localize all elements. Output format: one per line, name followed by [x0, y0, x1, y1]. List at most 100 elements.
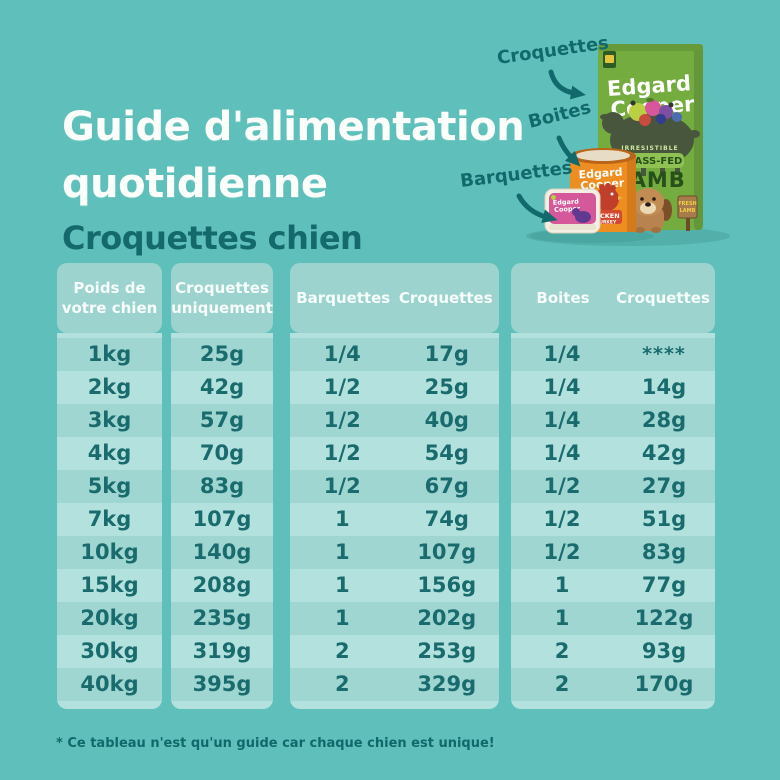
cans-portion-cell: 1/2 — [543, 474, 581, 498]
cans-portion-cell: 2 — [554, 639, 570, 663]
cans-kibble-cell: 28g — [641, 408, 687, 432]
label-boites: Boites — [526, 97, 593, 133]
cans-kibble-cell: 42g — [641, 441, 687, 465]
cans-row: 1/4 **** — [511, 338, 715, 371]
footnote: * Ce tableau n'est qu'un guide car chaqu… — [56, 736, 495, 751]
panel-weight-body: 1kg 2kg 3kg 4kg 5kg 7kg 10kg 15kg 20kg 3… — [57, 333, 162, 709]
kibble-row: 25g — [171, 338, 273, 371]
can-brand-line1: Edgard — [578, 165, 623, 181]
trays-kibble-cell: 25g — [424, 375, 469, 399]
dog-illustration — [624, 188, 672, 233]
food-tray: Edgard Cooper — [544, 188, 601, 234]
panel-cans-header: Boites Croquettes — [511, 263, 715, 333]
panel-kibble-only-header-label: Croquettes uniquement — [171, 278, 273, 319]
trays-kibble-cell: 202g — [417, 606, 477, 630]
trays-kibble-cell: 17g — [424, 342, 469, 366]
header-col-croquettes: Croquettes — [616, 288, 710, 307]
cans-row: 1/4 42g — [511, 437, 715, 470]
cans-portion-cell: 1/4 — [543, 441, 581, 465]
trays-kibble-cell: 67g — [424, 474, 469, 498]
kibble-row: 208g — [192, 573, 252, 597]
header-line: uniquement — [171, 299, 273, 317]
label-barquettes: Barquettes — [459, 157, 573, 192]
kibble-row: 140g — [171, 536, 273, 569]
panel-weight-header-label: Poids de votre chien — [62, 278, 158, 319]
trays-kibble-cell: 40g — [424, 408, 469, 432]
trays-portion-cell: 1/2 — [323, 375, 361, 399]
weight-row: 40kg — [57, 668, 162, 701]
trays-row: 1/2 67g — [290, 470, 499, 503]
tray-dog-illustration — [572, 208, 591, 223]
cans-kibble-cell: 83g — [641, 540, 687, 564]
trays-kibble-cell: 156g — [417, 573, 477, 597]
weight-row: 15kg — [80, 573, 139, 597]
kibble-row: 57g — [171, 404, 273, 437]
page-title: Guide d'alimentation quotidienne — [62, 99, 525, 213]
cans-row: 2 170g — [511, 668, 715, 701]
page-subtitle: Croquettes chien — [62, 218, 363, 257]
trays-row: 2 329g — [290, 668, 499, 701]
trays-portion-cell: 1 — [334, 540, 350, 564]
header-line: Poids de — [73, 278, 146, 297]
panel-cans: Boites Croquettes 1/4 **** 1/4 14g 1/4 28g … — [511, 263, 715, 709]
trays-row: 1 202g — [290, 602, 499, 635]
cans-portion-cell: 1/4 — [543, 342, 581, 366]
sign-line1-text: FRESH — [678, 201, 696, 207]
trays-portion-cell: 1/2 — [323, 474, 361, 498]
trays-kibble-cell: 74g — [424, 507, 469, 531]
variety-top-text: GRASS-FED — [619, 156, 683, 167]
panel-trays: Barquettes Croquettes 1/4 17g 1/2 25g 1/2 4… — [290, 263, 499, 709]
kibble-row: 107g — [192, 507, 252, 531]
kibble-row: 70g — [199, 441, 245, 465]
trays-portion-cell: 1 — [334, 573, 350, 597]
weight-row: 1kg — [57, 338, 162, 371]
kibble-row: 42g — [199, 375, 245, 399]
arrow-croquettes-icon — [548, 69, 586, 100]
trays-portion-cell: 1/2 — [323, 408, 361, 432]
adult-dogs-badge — [603, 51, 616, 68]
trays-kibble-cell: 329g — [417, 672, 477, 696]
trays-portion-cell: 1 — [334, 507, 350, 531]
panel-kibble-only-body: 25g 42g 57g 70g 83g 107g 140g 208g 235g … — [171, 333, 273, 709]
tray-brand-logo: Edgard Cooper — [553, 198, 582, 214]
trays-portion-cell: 1/2 — [323, 441, 361, 465]
cans-portion-cell: 1/2 — [543, 507, 581, 531]
trays-kibble-cell: 54g — [424, 441, 469, 465]
page-title-line2: quotidienne — [62, 160, 328, 207]
trays-kibble-cell: 253g — [417, 639, 477, 663]
weight-row: 30kg — [80, 639, 139, 663]
header-line: Croquettes — [175, 278, 269, 297]
trays-row: 1/2 40g — [290, 404, 499, 437]
cans-row: 1 77g — [511, 569, 715, 602]
cans-kibble-cell: 14g — [641, 375, 687, 399]
trays-row: 2 253g — [290, 635, 499, 668]
kibble-bag: Edgard Cooper IRRESISTIBLE — [598, 44, 703, 233]
sign-line2-text: LAMB — [680, 208, 696, 214]
weight-row: 7kg — [87, 507, 132, 531]
trays-portion-cell: 2 — [334, 639, 350, 663]
header-col-barquettes: Barquettes — [296, 288, 391, 307]
cans-portion-cell: 1 — [554, 573, 570, 597]
cans-row: 1/2 27g — [511, 470, 715, 503]
can-flavor-line2: & TURKEY — [591, 220, 617, 226]
cans-kibble-cell: 77g — [641, 573, 687, 597]
trays-portion-cell: 1/4 — [323, 342, 361, 366]
trays-row: 1 74g — [290, 503, 499, 536]
cans-kibble-cell: 27g — [641, 474, 687, 498]
page-title-line1: Guide d'alimentation — [62, 103, 525, 150]
trays-portion-cell: 1 — [334, 606, 350, 630]
product-promo-scene: Edgard Cooper IRRESISTIBLE — [459, 32, 730, 246]
cans-row: 1/2 51g — [511, 503, 715, 536]
cans-portion-cell: 2 — [554, 672, 570, 696]
header-col-boites: Boites — [536, 288, 590, 307]
kibble-row: 319g — [192, 639, 252, 663]
feeding-tables: Poids de votre chien 1kg 2kg 3kg 4kg 5kg… — [57, 263, 717, 709]
cans-row: 1 122g — [511, 602, 715, 635]
panel-trays-body: 1/4 17g 1/2 25g 1/2 40g 1/2 54g 1/2 67g 1 74g … — [290, 333, 499, 709]
trays-row: 1/4 17g — [290, 338, 499, 371]
weight-row: 3kg — [57, 404, 162, 437]
cans-portion-cell: 1 — [554, 606, 570, 630]
cans-portion-cell: 1/4 — [543, 408, 581, 432]
cans-kibble-cell: 122g — [634, 606, 694, 630]
